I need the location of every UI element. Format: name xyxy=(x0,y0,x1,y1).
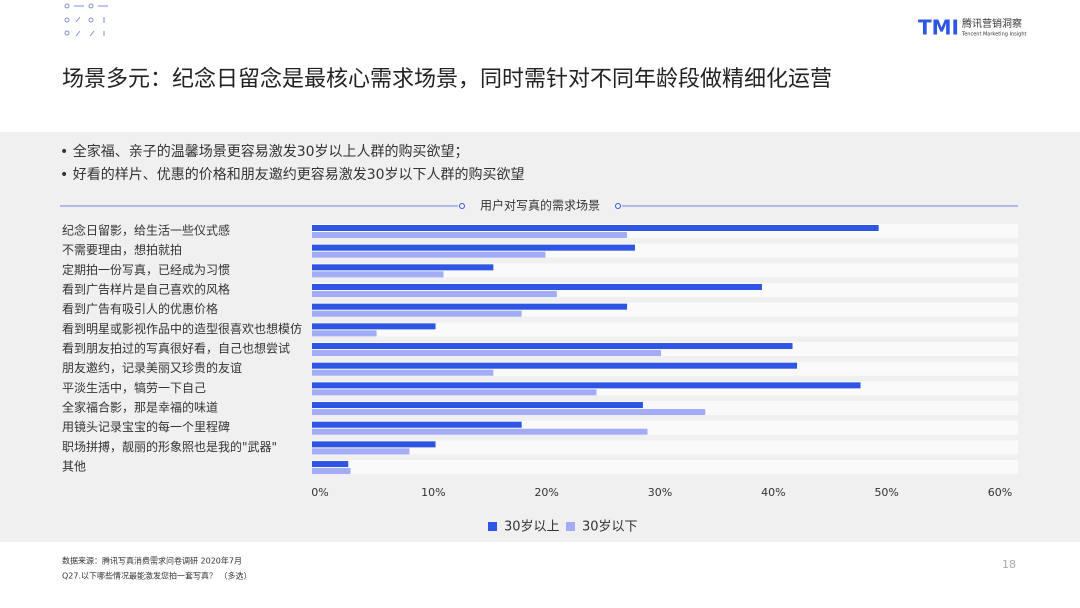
category-label: 不需要理由，想拍就拍 xyxy=(62,242,182,257)
brand: 腾讯营销洞察 xyxy=(962,17,1022,30)
bar xyxy=(312,402,643,409)
bar xyxy=(312,264,494,271)
brand-en: Tencent Marketing Insight xyxy=(961,32,1026,38)
x-tick-label: 60% xyxy=(988,486,1012,499)
bullet-1: • 全家福、亲子的温馨场景更容易激发30岁以上人群的购买欲望； xyxy=(60,143,469,160)
slide-title: 场景多元：纪念日留念是最核心需求场景，同时需针对不同年龄段做精细化运营 xyxy=(62,67,832,92)
legend-swatch xyxy=(488,522,497,531)
bullet-text: 全家福、亲子的温馨场景更容易激发30岁以上人群的购买欲望； xyxy=(73,143,469,160)
category-label: 职场拼搏，靓丽的形象照也是我的"武器" xyxy=(62,439,277,454)
category-label: 全家福合影，那是幸福的味道 xyxy=(62,400,218,415)
bar xyxy=(312,244,635,251)
bar xyxy=(312,461,349,468)
track xyxy=(312,440,1018,455)
content-band xyxy=(0,132,1080,542)
x-tick-label: 30% xyxy=(648,486,672,499)
corner-decoration xyxy=(64,3,108,37)
page-number: 18 xyxy=(1002,558,1016,571)
logo: TMI xyxy=(918,16,959,40)
track xyxy=(312,460,1018,475)
bar xyxy=(312,428,648,435)
title-dot xyxy=(459,203,465,209)
category-label: 其他 xyxy=(62,460,86,474)
track xyxy=(312,322,1018,337)
legend-swatch xyxy=(566,522,575,531)
x-tick-label: 40% xyxy=(761,486,785,499)
category-label: 平淡生活中，犒劳一下自己 xyxy=(62,380,206,395)
bar xyxy=(312,232,628,238)
title-dot xyxy=(615,203,621,209)
category-label: 定期拍一份写真，已经成为习惯 xyxy=(62,262,230,277)
bar xyxy=(312,271,444,278)
bullet-text: 好看的样片、优惠的价格和朋友邀约更容易激发30岁以下人群的购买欲望 xyxy=(73,166,525,183)
bar xyxy=(312,350,662,357)
bar xyxy=(312,389,597,396)
category-label: 看到广告有吸引人的优惠价格 xyxy=(62,301,218,316)
bar xyxy=(312,323,436,330)
chart-title: 用户对写真的需求场景 xyxy=(480,198,600,213)
bullet-2: • 好看的样片、优惠的价格和朋友邀约更容易激发30岁以下人群的购买欲望 xyxy=(60,166,525,183)
bar xyxy=(312,303,628,310)
bar xyxy=(312,409,706,416)
bar xyxy=(312,421,522,428)
x-tick-label: 0% xyxy=(311,486,328,499)
category-label: 朋友邀约，记录美丽又珍贵的友谊 xyxy=(62,360,242,375)
x-tick-label: 50% xyxy=(874,486,898,499)
source: 数据来源：腾讯写真消费需求问卷调研 2020年7月 xyxy=(62,556,242,566)
bar xyxy=(312,310,522,317)
bar xyxy=(312,291,557,298)
x-tick-label: 10% xyxy=(421,486,445,499)
bar xyxy=(312,448,410,455)
bar xyxy=(312,382,861,389)
bar xyxy=(312,330,377,337)
bar xyxy=(312,441,436,448)
bar xyxy=(312,362,798,369)
x-tick-label: 20% xyxy=(534,486,558,499)
category-label: 看到朋友拍过的写真很好看，自己也想尝试 xyxy=(62,341,290,356)
bar xyxy=(312,468,351,475)
category-label: 用镜头记录宝宝的每一个里程碑 xyxy=(62,419,230,434)
category-label: 纪念日留影，给生活一些仪式感 xyxy=(62,223,230,238)
category-label: 看到明星或影视作品中的造型很喜欢也想模仿 xyxy=(62,321,302,336)
category-label: 看到广告样片是自己喜欢的风格 xyxy=(62,282,230,297)
bar xyxy=(312,369,494,376)
bar xyxy=(312,251,546,258)
bar xyxy=(312,284,762,291)
bar xyxy=(312,225,879,231)
legend-label: 30岁以上 xyxy=(504,520,560,535)
bar xyxy=(312,343,793,350)
legend-label: 30岁以下 xyxy=(582,520,638,535)
question: Q27.以下哪些情况最能激发您拍一套写真？ （多选） xyxy=(62,571,252,581)
